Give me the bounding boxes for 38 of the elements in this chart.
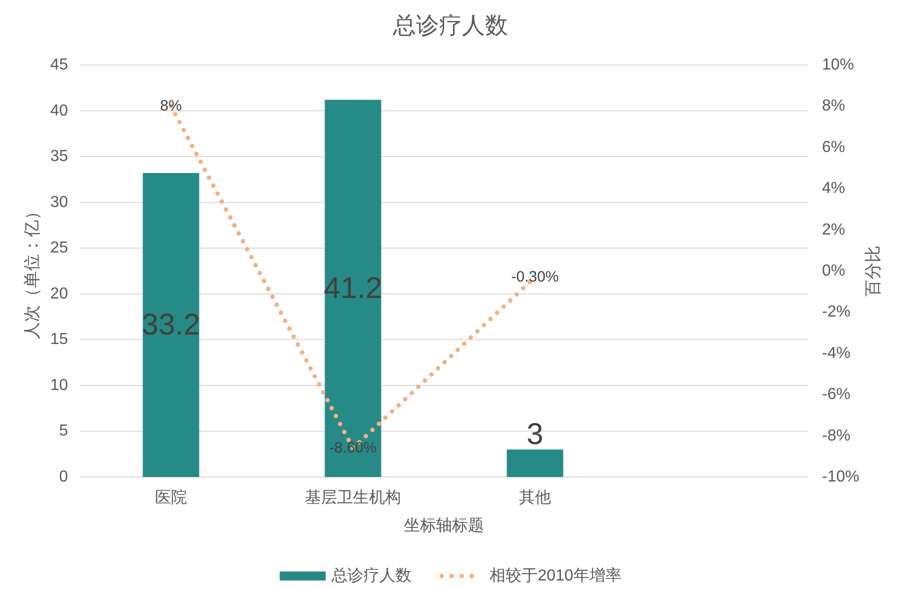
data-label: -0.30%	[511, 268, 559, 286]
y-tick-label: 15	[50, 331, 68, 348]
legend-label: 总诊疗人数	[330, 566, 412, 584]
y2-tick-label: 8%	[822, 98, 846, 115]
data-label: 33.2	[142, 308, 200, 342]
y-tick-label: 0	[59, 468, 68, 486]
y2-tick-label: -4%	[822, 344, 850, 362]
data-label: 3	[526, 418, 544, 452]
y2-axis-title: 百分比	[864, 246, 882, 296]
y-tick-label: 35	[50, 148, 68, 166]
y2-tick-label: -10%	[822, 468, 860, 486]
y2-tick-label: 0%	[822, 262, 846, 280]
y-tick-label: 20	[50, 285, 68, 302]
data-label: 8%	[160, 98, 182, 115]
y-tick-label: 10	[50, 376, 68, 394]
bar	[506, 450, 564, 477]
bar	[324, 100, 382, 477]
y-tick-label: 5	[59, 422, 68, 440]
y-axis-title: 人次（单位：亿）	[22, 203, 42, 339]
y2-tick-label: -6%	[822, 386, 850, 404]
x-tick-label: 医院	[155, 488, 187, 506]
data-label: -8.60%	[329, 440, 377, 457]
legend-label: 相较于2010年增率	[490, 566, 622, 584]
x-axis-title: 坐标轴标题	[404, 516, 484, 534]
y-tick-label: 45	[50, 56, 68, 74]
y2-tick-label: 4%	[822, 180, 846, 198]
y2-tick-label: 6%	[822, 138, 846, 156]
y-tick-label: 30	[50, 194, 68, 211]
y-tick-label: 25	[50, 240, 68, 257]
x-tick-label: 其他	[519, 488, 551, 506]
y2-tick-label: 2%	[822, 221, 846, 238]
bar	[142, 173, 200, 477]
y-tick-label: 40	[50, 102, 68, 120]
y2-tick-label: -2%	[822, 304, 850, 321]
y2-tick-label: -8%	[822, 427, 850, 444]
x-tick-label: 基层卫生机构	[305, 488, 401, 506]
y2-tick-label: 10%	[822, 56, 854, 74]
chart-title: 总诊疗人数	[392, 12, 508, 38]
